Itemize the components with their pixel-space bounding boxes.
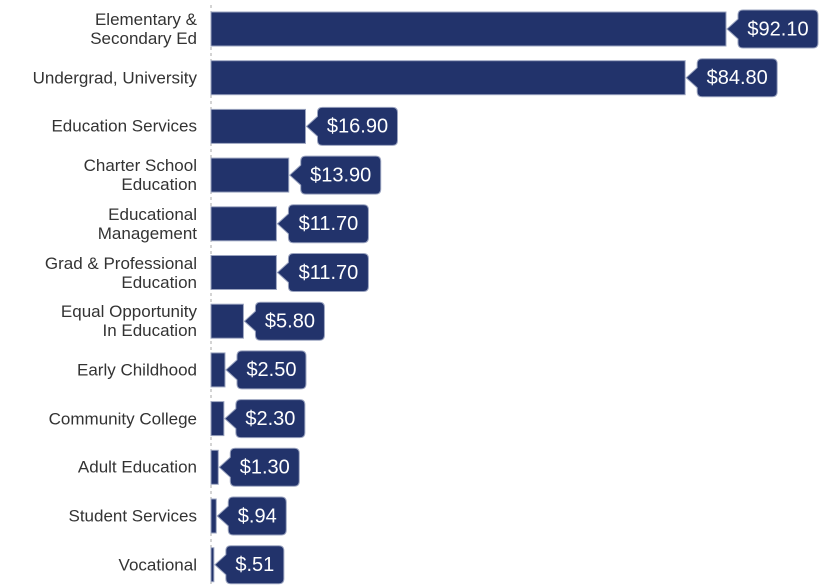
callout [214,545,285,585]
callout [218,447,300,487]
callout [288,155,382,195]
bar [210,401,225,437]
callout [224,399,306,439]
callout [726,9,819,49]
value-label: $.51 [235,554,274,576]
value-label: $2.30 [245,408,295,430]
bar [210,547,215,583]
value-label: $16.90 [327,116,388,138]
bar [210,303,244,339]
category-label: Charter School Education [83,156,197,195]
category-label: Undergrad, University [32,68,197,88]
bar [210,449,219,485]
value-label: $84.80 [707,67,768,89]
value-label: $11.70 [299,262,359,284]
category-label: Education Services [51,116,197,136]
value-label: $5.80 [265,310,315,332]
category-label: Educational Management [97,204,197,243]
value-label: $13.90 [310,164,371,186]
value-label: $.94 [238,505,277,527]
category-label: Elementary & Secondary Ed [90,10,197,48]
category-label: Vocational [118,555,197,575]
value-label: $92.10 [747,18,808,40]
bar [210,108,307,144]
category-label: Community College [48,409,197,429]
callout [243,301,325,341]
callout [685,58,778,98]
category-label: Grad & Professional Education [44,253,197,292]
bar [210,255,277,290]
value-label: $11.70 [299,213,359,235]
bar [210,498,217,534]
bar [210,157,290,193]
callout [216,496,287,536]
value-label: $1.30 [240,457,290,479]
category-label: Student Services [68,506,197,526]
category-label: Early Childhood [76,360,197,380]
callout [225,350,307,390]
value-label: $2.50 [246,359,296,381]
category-label: Equal Opportunity In Education [60,302,197,341]
callout [276,204,369,244]
bar [210,60,686,96]
bar [210,206,277,242]
bar [210,11,727,47]
callout [276,253,369,292]
callout [305,106,399,146]
category-label: Adult Education [77,457,197,477]
bar [210,352,226,388]
